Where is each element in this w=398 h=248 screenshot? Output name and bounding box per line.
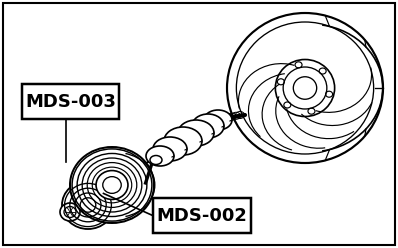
Text: MDS-002: MDS-002 bbox=[156, 207, 248, 225]
Ellipse shape bbox=[70, 147, 154, 223]
Ellipse shape bbox=[60, 203, 80, 221]
Ellipse shape bbox=[62, 181, 114, 229]
Ellipse shape bbox=[178, 120, 214, 146]
Ellipse shape bbox=[153, 137, 187, 161]
Bar bbox=[153, 198, 251, 233]
Ellipse shape bbox=[150, 155, 162, 164]
Ellipse shape bbox=[96, 171, 128, 199]
Ellipse shape bbox=[192, 114, 224, 138]
Ellipse shape bbox=[146, 146, 174, 166]
Bar bbox=[22, 84, 119, 119]
Ellipse shape bbox=[164, 127, 202, 155]
Ellipse shape bbox=[204, 110, 232, 130]
Text: MDS-003: MDS-003 bbox=[25, 93, 116, 111]
